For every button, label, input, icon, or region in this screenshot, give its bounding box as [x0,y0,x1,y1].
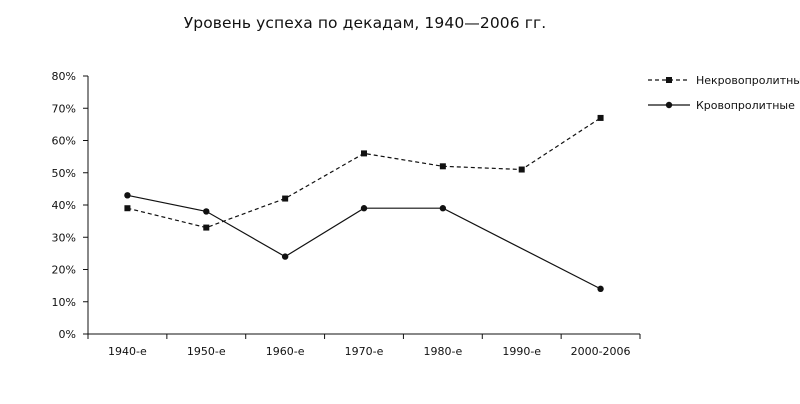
data-point-square [439,163,446,170]
y-tick-label: 80% [52,70,76,83]
y-tick-label: 50% [52,167,76,180]
y-tick-label: 40% [52,199,76,212]
y-tick-label: 10% [52,296,76,309]
data-point-square [282,195,289,202]
legend-label-2: Кровопролитные [696,99,795,112]
data-point-circle [124,192,131,199]
data-point-square [361,150,367,157]
chart-series [124,114,604,293]
y-tick-label: 20% [52,264,76,277]
x-tick-label: 1990-е [502,345,541,358]
data-point-circle [281,253,289,260]
chart-axes: 0% 10% 20% 30% 40% 50% 60% 70% 80% 1940-е 1950-е 19… [52,70,641,358]
x-tick-label: 1970-е [345,345,384,358]
x-tick-label: 1960-е [266,345,305,358]
data-point-circle [203,208,210,215]
data-point-square [124,205,131,212]
data-point-square [203,224,210,231]
data-point-circle [360,205,368,212]
y-tick-label: 0% [59,328,76,341]
x-tick-label: 1940-е [108,345,147,358]
x-tick-label: 1980-е [423,345,462,358]
data-point-circle [439,205,447,212]
x-tick-label: 1950-е [187,345,226,358]
legend-label-1: Некровопролитные [696,74,800,87]
x-tick-label: 2000-2006 [571,345,631,358]
data-point-square [597,114,604,121]
y-tick-label: 30% [52,231,76,244]
series-line-2 [127,194,601,290]
chart-legend: Некровопролитные Кровопролитные [648,74,800,112]
data-point-square [518,166,525,173]
y-tick-label: 70% [52,102,76,115]
legend-marker-square [666,77,672,83]
y-tick-label: 60% [52,135,76,148]
legend-marker-circle [665,101,673,109]
data-point-circle [597,285,604,293]
chart-title: Уровень успеха по декадам, 1940—2006 гг. [183,14,547,32]
